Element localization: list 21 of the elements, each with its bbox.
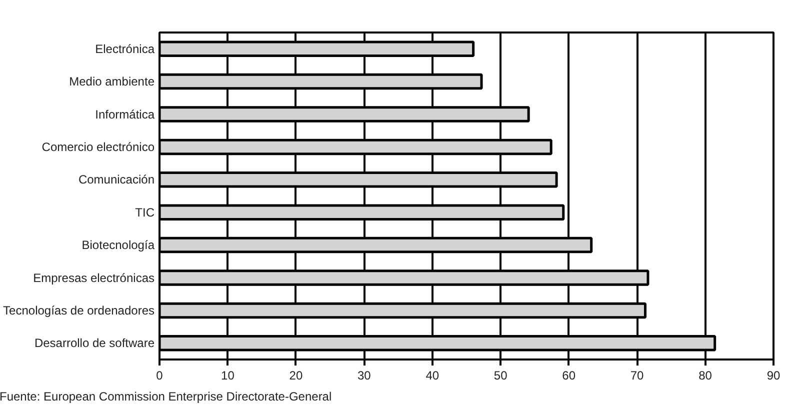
y-tick-label: Comercio electrónico [42, 140, 155, 154]
x-tick-label: 50 [494, 368, 508, 382]
x-tick-label: 10 [221, 368, 235, 382]
y-tick-label: Informática [95, 107, 155, 122]
x-tick-label: 60 [562, 368, 576, 382]
x-tick-label: 30 [357, 368, 372, 382]
y-tick-label: Biotecnología [82, 238, 155, 252]
y-tick-label: Tecnologías de ordenadores [3, 303, 155, 318]
x-tick-label: 20 [289, 368, 303, 382]
y-tick-label: Desarrollo de software [34, 336, 155, 350]
x-tick-label: 0 [156, 368, 164, 382]
x-tick-label: 80 [698, 368, 712, 382]
y-tick-label: Medio ambiente [69, 74, 155, 89]
y-tick-label: Comunicación [78, 172, 155, 187]
y-tick-label: Electrónica [95, 42, 155, 56]
x-tick-label: 40 [426, 368, 440, 382]
y-tick-label: Empresas electrónicas [33, 270, 155, 285]
x-tick-label: 90 [766, 368, 780, 382]
source-note: Fuente: European Commission Enterprise Directorate-General [0, 390, 332, 404]
y-tick-label: TIC [135, 205, 155, 220]
x-tick-label: 70 [630, 368, 644, 382]
